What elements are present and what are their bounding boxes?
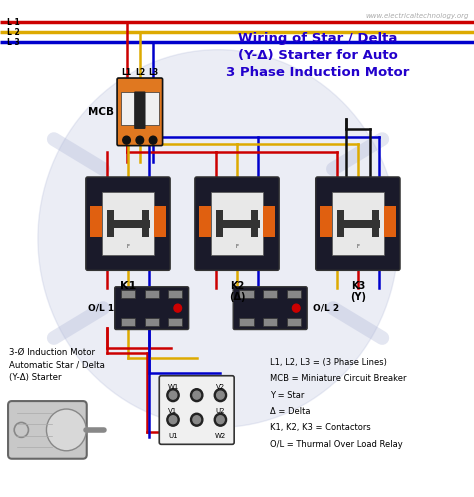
Bar [332,192,384,255]
Bar [121,290,135,298]
Circle shape [191,414,203,426]
Bar [145,290,159,298]
Circle shape [217,415,224,423]
FancyBboxPatch shape [233,287,307,330]
Bar [107,220,151,228]
Bar [239,290,254,298]
Bar [102,192,154,255]
FancyBboxPatch shape [115,287,189,330]
Bar [107,210,114,237]
Text: Y = Star: Y = Star [270,391,305,400]
Bar [121,318,135,326]
Bar [384,206,396,237]
Circle shape [193,415,201,423]
Circle shape [292,304,300,312]
Bar [263,206,275,237]
Text: L2: L2 [135,68,145,77]
Bar [145,318,159,326]
Circle shape [169,415,177,423]
Bar [168,290,182,298]
Circle shape [149,136,157,144]
Circle shape [191,389,203,402]
Bar [121,92,140,125]
Circle shape [123,136,130,144]
Text: V2: V2 [216,384,225,391]
Bar [90,206,102,237]
Circle shape [174,304,182,312]
Text: K3
(Y): K3 (Y) [350,281,366,302]
Bar [216,220,259,228]
Text: K2
(Δ): K2 (Δ) [229,281,245,302]
Bar [142,210,149,237]
FancyBboxPatch shape [8,401,87,459]
Text: L 2: L 2 [7,28,20,37]
Text: F: F [236,244,238,248]
Circle shape [169,391,177,399]
Bar [263,290,277,298]
Bar [239,318,254,326]
Circle shape [46,409,86,451]
Circle shape [217,391,224,399]
Bar [211,192,263,255]
Text: V1: V1 [168,409,178,414]
Text: Wiring of Star / Delta
(Y-Δ) Starter for Auto
3 Phase Induction Motor: Wiring of Star / Delta (Y-Δ) Starter for… [226,32,409,80]
FancyBboxPatch shape [195,177,279,270]
Bar [142,92,159,125]
Bar [337,220,380,228]
FancyBboxPatch shape [316,177,400,270]
Text: L3: L3 [148,68,158,77]
Text: K1: K1 [120,281,136,291]
Text: W1: W1 [167,384,179,391]
Bar [154,206,166,237]
Circle shape [167,389,179,402]
Text: W2: W2 [215,433,226,439]
Bar [372,210,379,237]
Bar [287,318,301,326]
Text: MCB = Miniature Circuit Breaker: MCB = Miniature Circuit Breaker [270,374,407,383]
Text: U1: U1 [168,433,178,439]
Text: L1: L1 [121,68,132,77]
FancyBboxPatch shape [86,177,170,270]
FancyBboxPatch shape [134,91,146,129]
Circle shape [214,414,227,426]
Bar [199,206,211,237]
Text: L 1: L 1 [7,18,20,27]
Text: O/L 2: O/L 2 [313,304,339,313]
Circle shape [167,414,179,426]
Bar [263,318,277,326]
Text: L1, L2, L3 = (3 Phase Lines): L1, L2, L3 = (3 Phase Lines) [270,358,387,367]
FancyBboxPatch shape [117,78,163,146]
Text: O/L 1: O/L 1 [88,304,114,313]
Text: F: F [127,244,129,248]
Text: L 3: L 3 [7,38,20,47]
Text: K1, K2, K3 = Contactors: K1, K2, K3 = Contactors [270,423,371,432]
Text: 3-Ø Induction Motor
Automatic Star / Delta
(Y-Δ) Starter: 3-Ø Induction Motor Automatic Star / Del… [9,348,105,382]
Bar [251,210,258,237]
Text: F: F [356,244,359,248]
Text: U2: U2 [216,409,225,414]
Bar [216,210,223,237]
FancyBboxPatch shape [159,376,234,444]
Circle shape [193,391,201,399]
Bar [168,318,182,326]
Bar [320,206,332,237]
Text: O/L = Thurmal Over Load Relay: O/L = Thurmal Over Load Relay [270,440,403,449]
Circle shape [38,50,398,427]
Circle shape [214,389,227,402]
Bar [287,290,301,298]
Text: www.electricaltechnology.org: www.electricaltechnology.org [366,12,469,18]
Bar [337,210,344,237]
Text: Δ = Delta: Δ = Delta [270,407,310,416]
Circle shape [136,136,144,144]
Text: MCB: MCB [88,107,114,117]
